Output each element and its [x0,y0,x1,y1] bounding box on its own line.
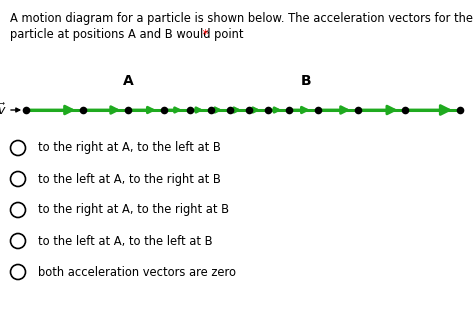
Text: B: B [301,74,311,88]
Text: $\vec{v}$: $\vec{v}$ [0,102,6,118]
Text: A motion diagram for a particle is shown below. The acceleration vectors for the: A motion diagram for a particle is shown… [10,12,473,25]
Text: to the left at A, to the left at B: to the left at A, to the left at B [38,234,213,247]
Text: both acceleration vectors are zero: both acceleration vectors are zero [38,266,236,278]
Text: A: A [123,74,133,88]
Text: to the right at A, to the right at B: to the right at A, to the right at B [38,203,229,216]
Text: *: * [199,28,208,41]
Text: particle at positions A and B would point: particle at positions A and B would poin… [10,28,244,41]
Text: to the left at A, to the right at B: to the left at A, to the right at B [38,172,221,185]
Text: to the right at A, to the left at B: to the right at A, to the left at B [38,141,221,154]
